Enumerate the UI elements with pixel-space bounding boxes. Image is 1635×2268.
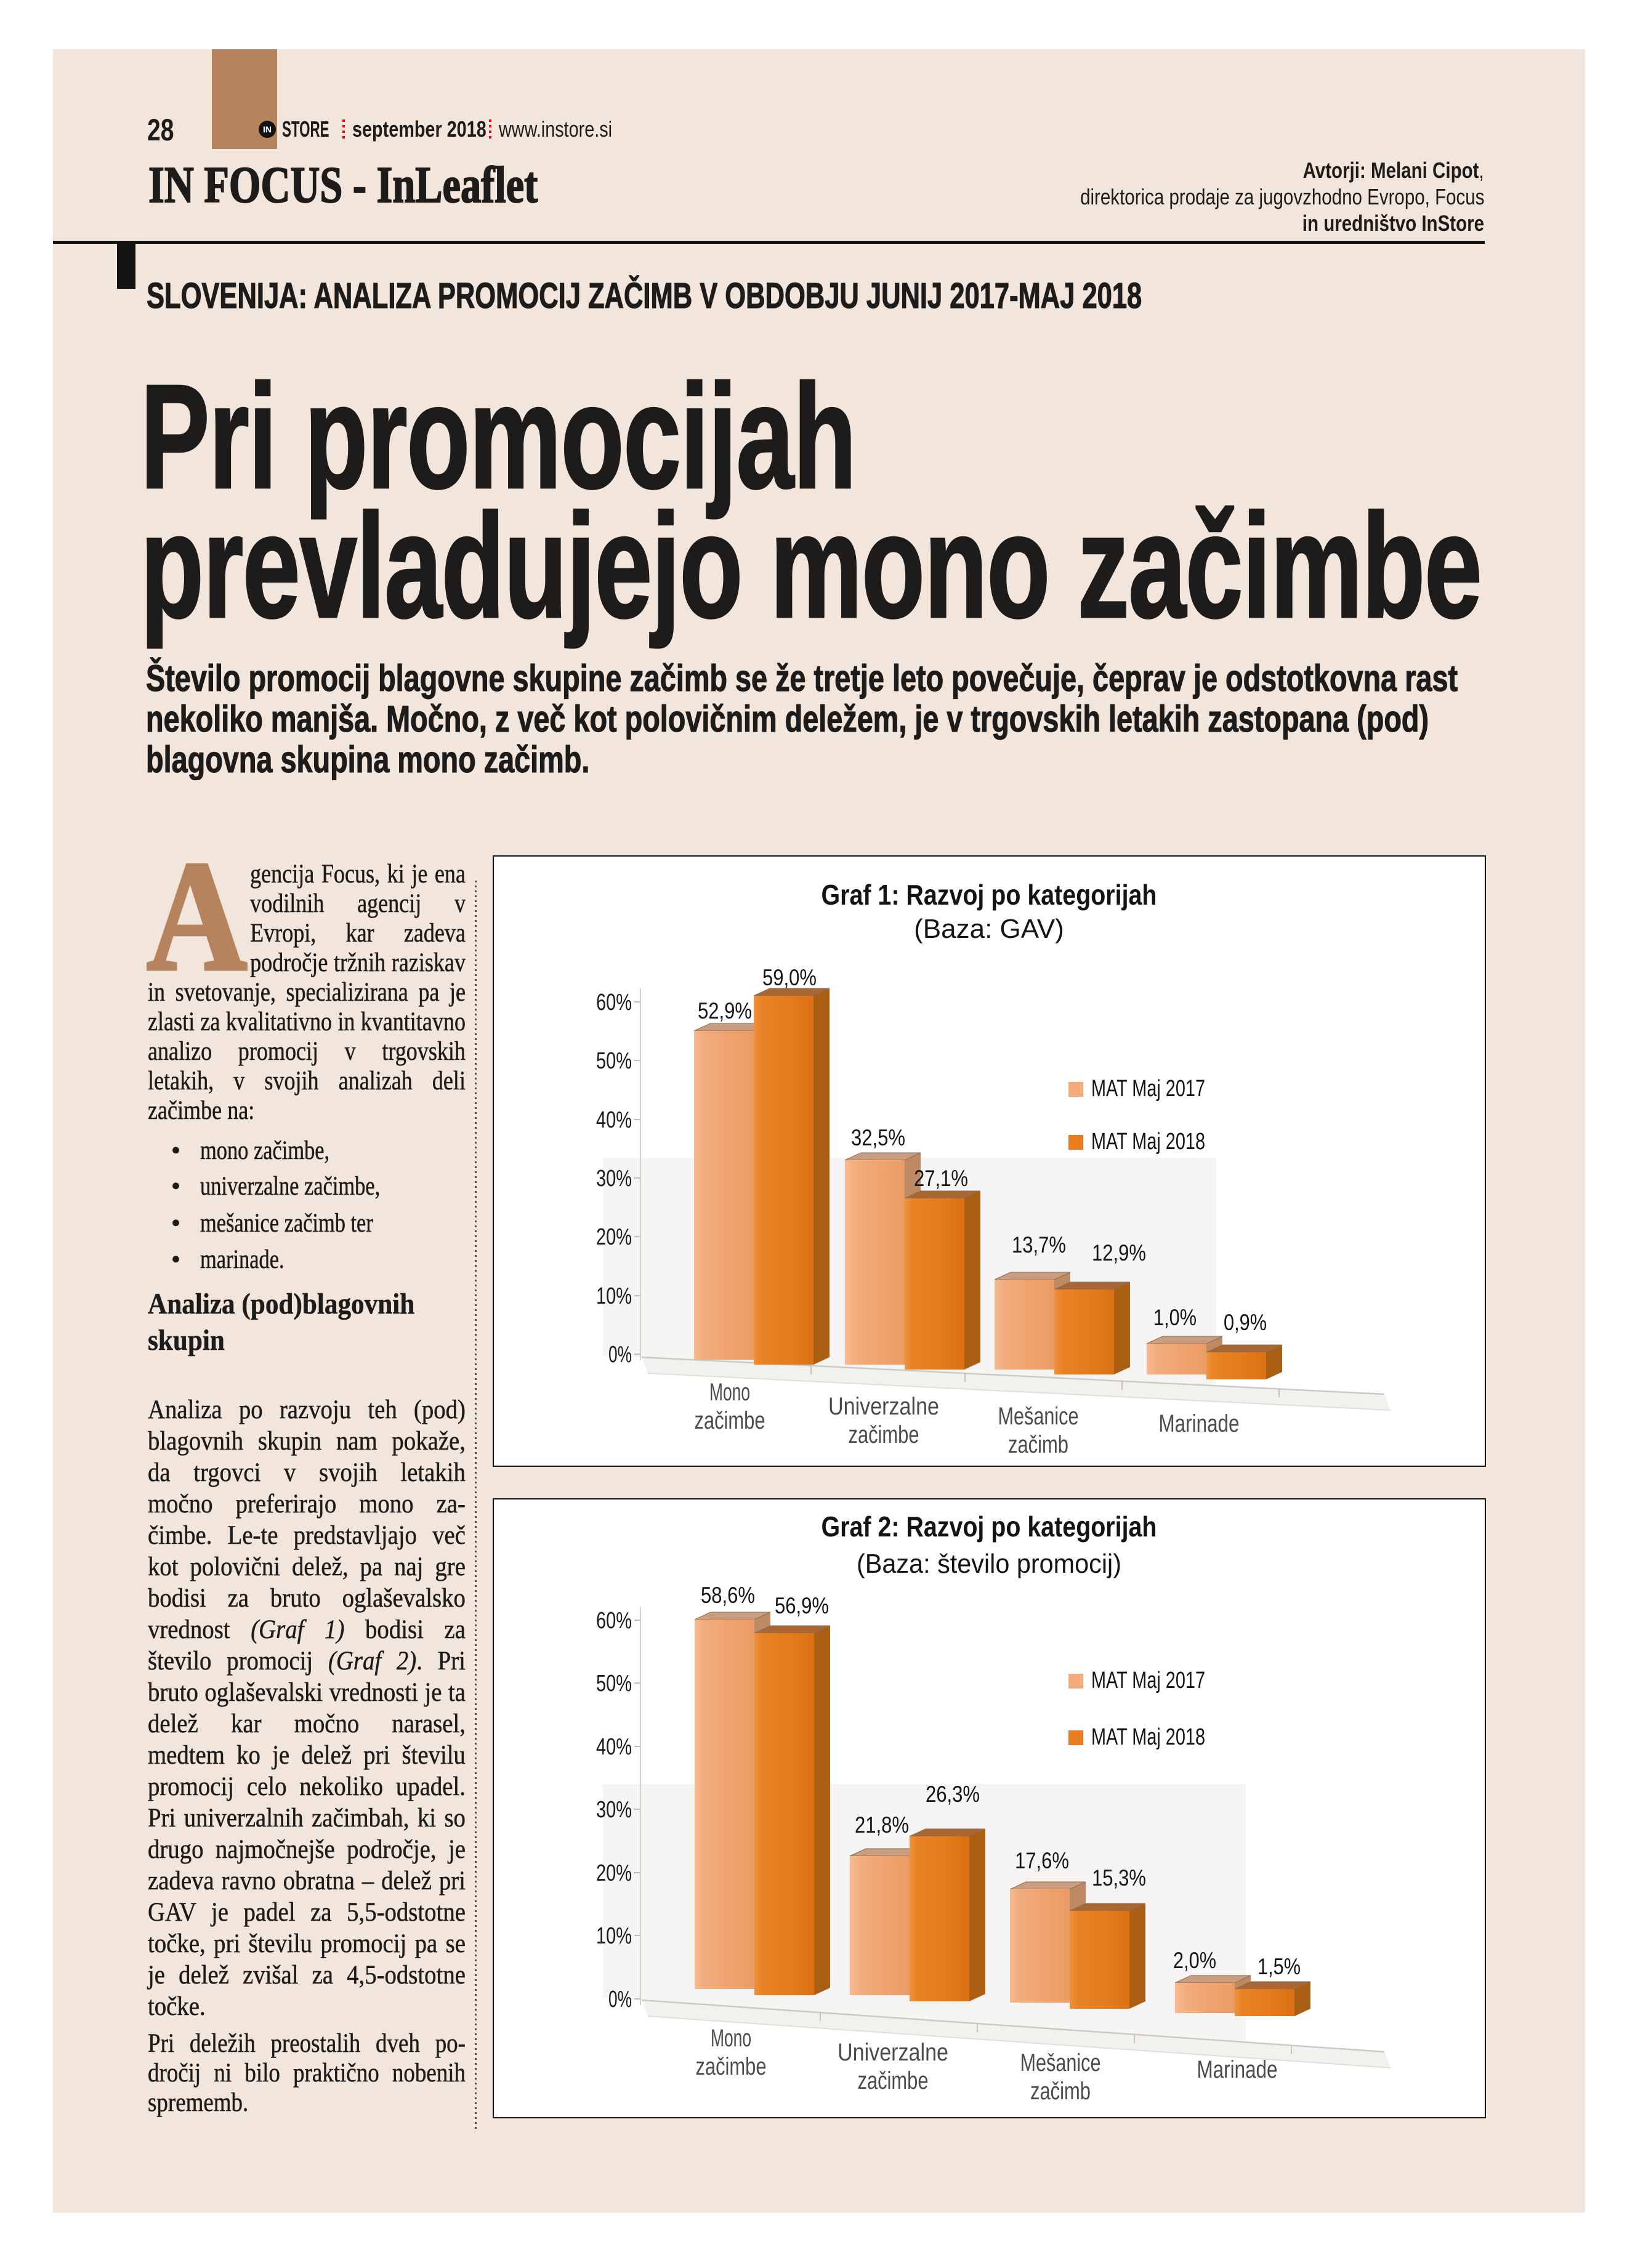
svg-text:Mono: Mono <box>711 2025 751 2052</box>
svg-text:60%: 60% <box>596 1608 632 1634</box>
svg-text:20%: 20% <box>596 1860 632 1886</box>
svg-text:60%: 60% <box>596 990 632 1015</box>
svg-text:začimb: začimb <box>1008 1431 1068 1458</box>
svg-text:50%: 50% <box>596 1671 632 1697</box>
svg-text:(Baza: število promocij): (Baza: število promocij) <box>857 1549 1121 1579</box>
svg-text:56,9%: 56,9% <box>775 1593 829 1618</box>
svg-text:30%: 30% <box>596 1166 632 1192</box>
svg-text:(Baza: GAV): (Baza: GAV) <box>914 914 1064 944</box>
svg-text:Graf 2: Razvoj po kategorijah: Graf 2: Razvoj po kategorijah <box>822 1511 1157 1543</box>
svg-text:Mešanice: Mešanice <box>1020 2049 1101 2076</box>
svg-text:začimbe: začimbe <box>695 1407 765 1434</box>
svg-text:0,9%: 0,9% <box>1224 1310 1267 1335</box>
svg-text:0%: 0% <box>608 1987 632 2012</box>
svg-text:58,6%: 58,6% <box>701 1583 755 1608</box>
svg-text:začimbe: začimbe <box>696 2053 767 2080</box>
svg-text:26,3%: 26,3% <box>926 1782 980 1807</box>
svg-text:0%: 0% <box>608 1342 632 1368</box>
svg-text:17,6%: 17,6% <box>1015 1848 1069 1873</box>
svg-text:Mešanice: Mešanice <box>998 1403 1079 1430</box>
svg-text:Univerzalne: Univerzalne <box>828 1393 939 1420</box>
svg-text:20%: 20% <box>596 1224 632 1250</box>
svg-text:13,7%: 13,7% <box>1012 1232 1066 1257</box>
svg-text:MAT Maj 2018: MAT Maj 2018 <box>1091 1129 1205 1155</box>
svg-text:MAT Maj 2017: MAT Maj 2017 <box>1091 1076 1205 1102</box>
svg-text:21,8%: 21,8% <box>855 1812 909 1838</box>
svg-text:40%: 40% <box>596 1734 632 1760</box>
svg-text:1,5%: 1,5% <box>1258 1954 1301 1979</box>
svg-text:50%: 50% <box>596 1048 632 1074</box>
svg-text:začimbe: začimbe <box>849 1421 919 1448</box>
svg-text:30%: 30% <box>596 1797 632 1823</box>
svg-text:32,5%: 32,5% <box>851 1125 905 1150</box>
svg-text:Marinade: Marinade <box>1159 1410 1240 1437</box>
svg-text:začimb: začimb <box>1030 2078 1091 2105</box>
svg-text:Marinade: Marinade <box>1197 2056 1278 2083</box>
svg-text:Graf 1: Razvoj po kategorijah: Graf 1: Razvoj po kategorijah <box>822 879 1157 911</box>
svg-text:2,0%: 2,0% <box>1173 1948 1216 1973</box>
svg-text:1,0%: 1,0% <box>1153 1305 1197 1330</box>
svg-text:40%: 40% <box>596 1107 632 1133</box>
svg-text:59,0%: 59,0% <box>762 965 817 990</box>
svg-text:Mono: Mono <box>709 1379 750 1406</box>
svg-text:10%: 10% <box>596 1283 632 1309</box>
svg-text:15,3%: 15,3% <box>1092 1865 1146 1891</box>
svg-text:začimbe: začimbe <box>858 2067 929 2094</box>
svg-text:MAT Maj 2018: MAT Maj 2018 <box>1091 1724 1205 1750</box>
svg-text:52,9%: 52,9% <box>698 998 752 1023</box>
svg-text:10%: 10% <box>596 1923 632 1949</box>
svg-text:MAT Maj 2017: MAT Maj 2017 <box>1091 1668 1205 1693</box>
svg-text:Univerzalne: Univerzalne <box>838 2039 948 2066</box>
svg-text:27,1%: 27,1% <box>914 1166 968 1191</box>
svg-text:12,9%: 12,9% <box>1092 1240 1146 1265</box>
